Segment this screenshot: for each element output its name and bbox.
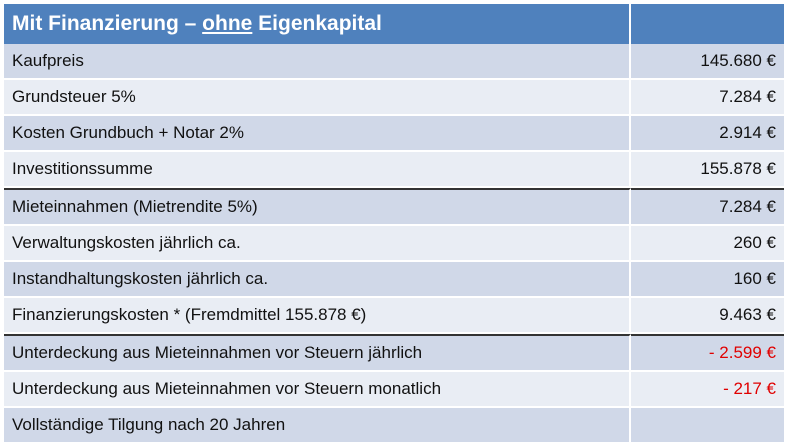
row-value: 160 € <box>631 262 784 298</box>
title-underlined-word: ohne <box>202 12 253 35</box>
row-value: 2.914 € <box>631 116 784 152</box>
table-row-finanzierungskosten: Finanzierungskosten * (Fremdmittel 155.8… <box>4 298 784 334</box>
row-label: Kosten Grundbuch + Notar 2% <box>4 116 631 152</box>
table-row-unterdeckung-monatlich: Unterdeckung aus Mieteinnahmen vor Steue… <box>4 372 784 408</box>
table-row-tilgung: Vollständige Tilgung nach 20 Jahren <box>4 408 784 444</box>
row-value: 7.284 € <box>631 80 784 116</box>
row-value-negative: - 2.599 € <box>631 334 784 372</box>
financing-table-container: Mit Finanzierung – ohne Eigenkapital Kau… <box>4 4 784 444</box>
title-suffix: Eigenkapital <box>252 12 382 35</box>
table-row-verwaltungskosten: Verwaltungskosten jährlich ca. 260 € <box>4 226 784 262</box>
row-value: 260 € <box>631 226 784 262</box>
table-row-grundsteuer: Grundsteuer 5% 7.284 € <box>4 80 784 116</box>
row-value: 155.878 € <box>631 152 784 188</box>
row-label: Kaufpreis <box>4 44 631 80</box>
table-row-instandhaltungskosten: Instandhaltungskosten jährlich ca. 160 € <box>4 262 784 298</box>
table-row-grundbuch-notar: Kosten Grundbuch + Notar 2% 2.914 € <box>4 116 784 152</box>
row-label: Investitionssumme <box>4 152 631 188</box>
table-title: Mit Finanzierung – ohne Eigenkapital <box>4 4 631 44</box>
row-value: 145.680 € <box>631 44 784 80</box>
table-row-mieteinnahmen: Mieteinnahmen (Mietrendite 5%) 7.284 € <box>4 188 784 226</box>
row-value: 9.463 € <box>631 298 784 334</box>
title-prefix: Mit Finanzierung – <box>12 12 203 35</box>
row-label: Verwaltungskosten jährlich ca. <box>4 226 631 262</box>
row-label: Mieteinnahmen (Mietrendite 5%) <box>4 188 631 226</box>
row-value <box>631 408 784 444</box>
table-row-unterdeckung-jaehrlich: Unterdeckung aus Mieteinnahmen vor Steue… <box>4 334 784 372</box>
table-row-kaufpreis: Kaufpreis 145.680 € <box>4 44 784 80</box>
table-header-row: Mit Finanzierung – ohne Eigenkapital <box>4 4 784 44</box>
row-value: 7.284 € <box>631 188 784 226</box>
table-row-investitionssumme: Investitionssumme 155.878 € <box>4 152 784 188</box>
row-value-negative: - 217 € <box>631 372 784 408</box>
row-label: Grundsteuer 5% <box>4 80 631 116</box>
row-label: Vollständige Tilgung nach 20 Jahren <box>4 408 631 444</box>
header-value-cell <box>631 4 784 44</box>
row-label: Instandhaltungskosten jährlich ca. <box>4 262 631 298</box>
row-label: Unterdeckung aus Mieteinnahmen vor Steue… <box>4 372 631 408</box>
row-label: Unterdeckung aus Mieteinnahmen vor Steue… <box>4 334 631 372</box>
financing-table: Mit Finanzierung – ohne Eigenkapital Kau… <box>4 4 784 444</box>
row-label: Finanzierungskosten * (Fremdmittel 155.8… <box>4 298 631 334</box>
